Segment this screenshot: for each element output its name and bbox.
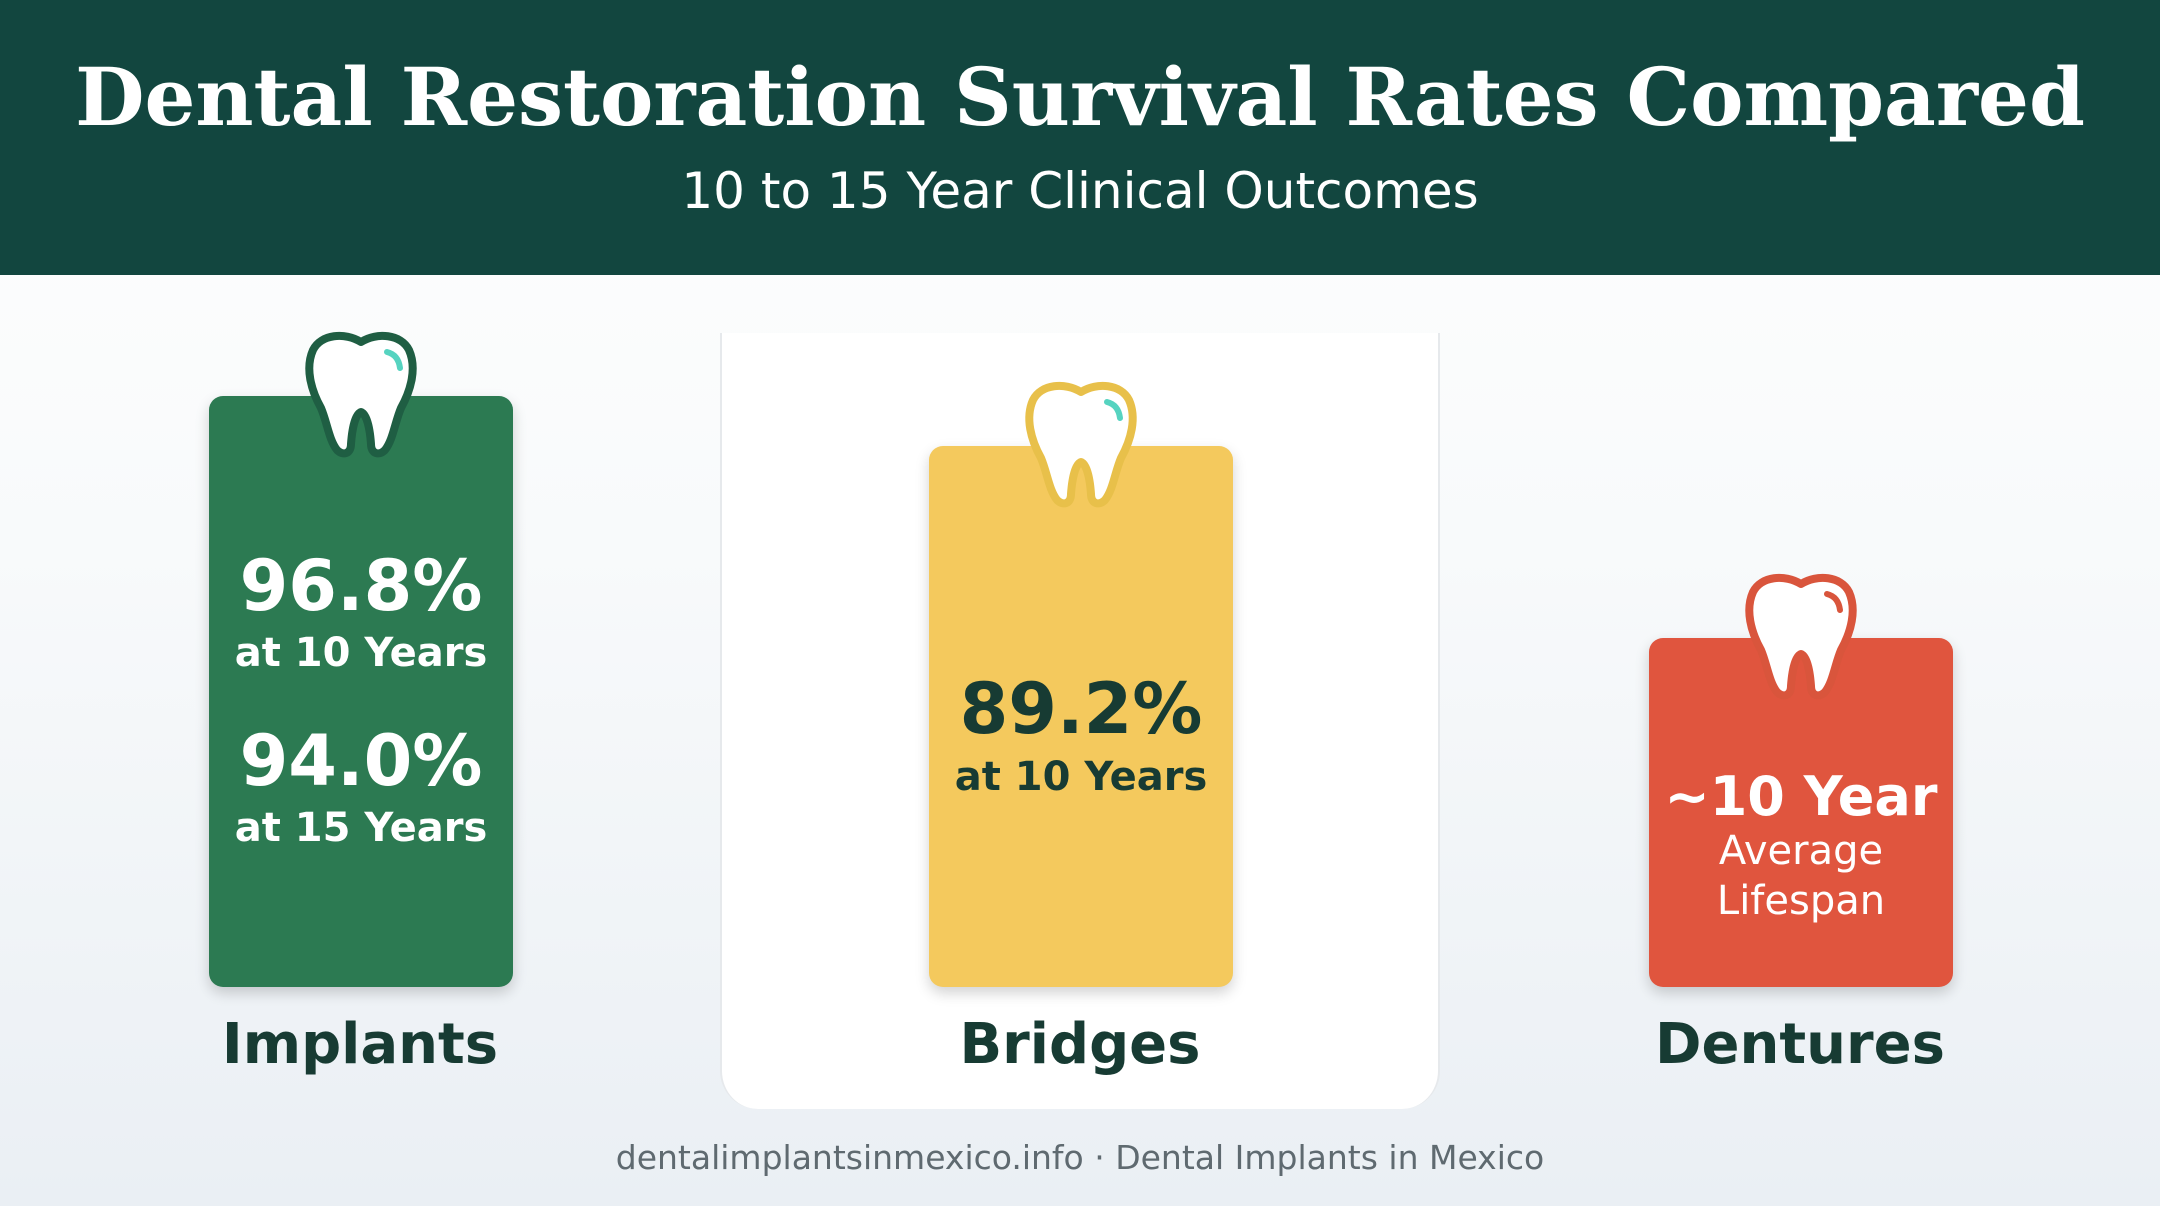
tooth-icon [1025, 381, 1137, 508]
category-label-bridges: Bridges [959, 1012, 1201, 1077]
data-label-dentures-caption-line1: Average [1718, 828, 1884, 874]
data-label-dentures: ~10 Year [1664, 765, 1938, 828]
tooth-icon [305, 331, 417, 458]
tooth-icon [1745, 573, 1857, 700]
bar-implants [209, 396, 513, 987]
data-label-bridges-10yr: 89.2% [959, 668, 1203, 750]
bar-dentures [1649, 638, 1953, 987]
bar-bridges [929, 446, 1233, 987]
data-label-dentures-caption-line2: Lifespan [1716, 878, 1886, 924]
data-label-bridges-10yr-caption: at 10 Years [954, 754, 1208, 800]
footer-source: dentalimplantsinmexico.info · Dental Imp… [615, 1138, 1545, 1177]
data-label-implants-10yr: 96.8% [239, 545, 483, 627]
data-label-implants-15yr: 94.0% [239, 720, 483, 802]
data-label-implants-15yr-caption: at 15 Years [234, 805, 488, 851]
data-label-implants-10yr-caption: at 10 Years [234, 630, 488, 676]
category-label-implants: Implants [221, 1012, 499, 1077]
header-banner: Dental Restoration Survival Rates Compar… [0, 0, 2160, 275]
chart-subtitle: 10 to 15 Year Clinical Outcomes [681, 162, 1479, 220]
chart-title: Dental Restoration Survival Rates Compar… [75, 50, 2085, 144]
category-label-dentures: Dentures [1655, 1012, 1945, 1077]
